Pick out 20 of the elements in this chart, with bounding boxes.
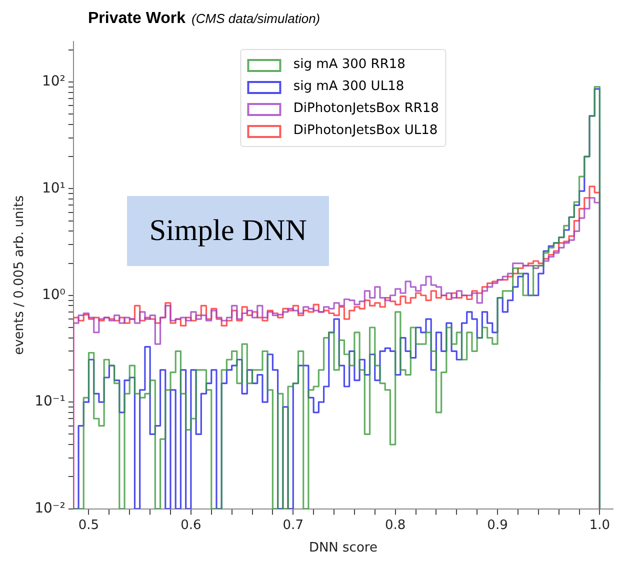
legend-label: sig mA 300 RR18 [293, 56, 406, 74]
y-tick-label: 10⁰ [42, 287, 66, 304]
x-tick-label: 0.6 [180, 518, 202, 533]
y-tick-label: 10⁻² [34, 500, 66, 516]
y-tick-label: 10⁻¹ [34, 394, 66, 410]
x-tick-label: 0.8 [384, 518, 406, 533]
x-tick-label: 1.0 [589, 518, 610, 533]
x-tick-label: 0.5 [78, 518, 100, 533]
y-tick-label: 10² [42, 74, 66, 90]
chart-title: Private Work [88, 10, 186, 27]
legend-label: sig mA 300 UL18 [293, 78, 404, 96]
y-tick-label: 10¹ [42, 180, 66, 196]
y-axis-title: events / 0.005 arb. units [12, 195, 28, 355]
x-tick-label: 0.9 [487, 518, 508, 533]
legend-label: DiPhotonJetsBox UL18 [293, 122, 438, 140]
x-axis-title: DNN score [308, 540, 378, 556]
legend-label: DiPhotonJetsBox RR18 [293, 100, 439, 118]
x-tick-label: 0.7 [282, 518, 304, 533]
chart-subtitle: (CMS data/simulation) [192, 11, 320, 26]
annotation: Simple DNN [127, 196, 329, 266]
